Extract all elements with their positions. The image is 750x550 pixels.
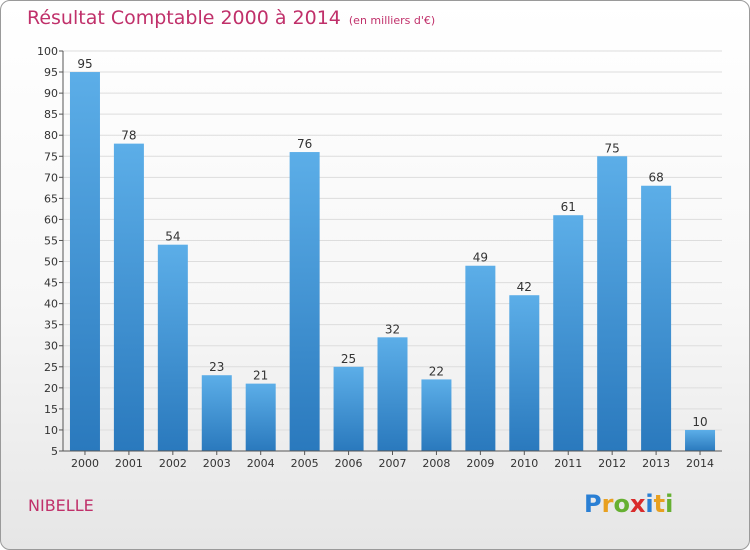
y-tick-label: 50 <box>44 256 58 269</box>
x-axis: 2000 2001 2002 2003 2004 2005 2006 2007 2008 2009… <box>63 450 722 470</box>
y-tick-label: 25 <box>44 361 58 374</box>
data-label-2003: 23 <box>209 360 224 374</box>
logo-letter: t <box>653 490 666 518</box>
x-tick-label: 2010 <box>510 457 538 470</box>
y-tick-label: 20 <box>44 382 58 395</box>
x-tick-label: 2011 <box>554 457 582 470</box>
data-label-2011: 61 <box>561 200 576 214</box>
x-tick-label: 2004 <box>247 457 275 470</box>
y-tick-label: 75 <box>44 150 58 163</box>
x-tick-label: 2002 <box>159 457 187 470</box>
bar-2006 <box>333 366 364 451</box>
y-tick-label: 15 <box>44 403 58 416</box>
bar-2004 <box>245 383 276 451</box>
x-tick-label: 2007 <box>379 457 407 470</box>
logo-letter: o <box>613 490 630 518</box>
data-label-2005: 76 <box>297 137 312 151</box>
title-unit: (en milliers d'€) <box>348 14 436 27</box>
x-tick-label: 2003 <box>203 457 231 470</box>
x-tick-label: 2006 <box>335 457 363 470</box>
logo-letter: i <box>645 490 654 518</box>
y-tick-label: 80 <box>44 129 58 142</box>
chart-title: Résultat Comptable 2000 à 2014 (en millie… <box>27 7 435 29</box>
x-tick-label: 2001 <box>115 457 143 470</box>
x-tick-label: 2008 <box>422 457 450 470</box>
data-label-2008: 22 <box>429 364 444 378</box>
logo-letter: i <box>665 490 674 518</box>
bar-2003 <box>201 375 232 451</box>
y-tick-label: 100 <box>37 45 58 58</box>
bar-2010 <box>509 295 540 451</box>
data-label-2012: 75 <box>605 141 620 155</box>
bar-2014 <box>685 429 716 451</box>
y-tick-label: 60 <box>44 213 58 226</box>
bar-2011 <box>553 215 584 451</box>
x-tick-label: 2009 <box>466 457 494 470</box>
y-tick-label: 95 <box>44 66 58 79</box>
data-label-2001: 78 <box>121 129 136 143</box>
bar-2002 <box>157 244 188 451</box>
bar-2005 <box>289 152 320 452</box>
bar-2008 <box>421 379 452 451</box>
data-label-2013: 68 <box>648 171 663 185</box>
data-label-2002: 54 <box>165 230 180 244</box>
bars: 95 78 54 23 21 76 25 32 22 49 42 61 75 68 10 <box>69 57 716 452</box>
logo-letter: r <box>601 490 614 518</box>
y-tick-label: 70 <box>44 171 58 184</box>
y-tick-label: 65 <box>44 192 58 205</box>
proxiti-logo: Proxiti <box>584 490 673 518</box>
x-tick-label: 2005 <box>291 457 319 470</box>
logo-letter: x <box>629 490 646 518</box>
x-tick-label: 2014 <box>686 457 714 470</box>
commune-name: NIBELLE <box>28 496 94 515</box>
data-label-2014: 10 <box>692 415 707 429</box>
bar-2009 <box>465 265 496 451</box>
y-tick-label: 45 <box>44 277 58 290</box>
y-tick-label: 55 <box>44 234 58 247</box>
y-axis: 5 10 15 20 25 30 35 40 45 50 55 60 65 70 75 80 85 90 95 100 <box>37 45 64 458</box>
y-tick-label: 85 <box>44 108 58 121</box>
title-text: Résultat Comptable 2000 à 2014 <box>27 7 341 29</box>
data-label-2006: 25 <box>341 352 356 366</box>
y-tick-label: 40 <box>44 298 58 311</box>
y-tick-label: 10 <box>44 424 58 437</box>
bar-2013 <box>641 185 672 451</box>
x-tick-label: 2013 <box>642 457 670 470</box>
data-label-2010: 42 <box>517 280 532 294</box>
x-tick-label: 2000 <box>71 457 99 470</box>
y-tick-label: 90 <box>44 87 58 100</box>
data-label-2000: 95 <box>77 57 92 71</box>
data-label-2009: 49 <box>473 251 488 265</box>
logo-letter: P <box>584 490 602 518</box>
data-label-2004: 21 <box>253 369 268 383</box>
y-tick-label: 30 <box>44 340 58 353</box>
y-tick-label: 35 <box>44 319 58 332</box>
bar-2012 <box>597 156 628 451</box>
bar-2007 <box>377 337 408 451</box>
x-tick-label: 2012 <box>598 457 626 470</box>
y-tick-label: 5 <box>51 445 58 458</box>
bar-2001 <box>113 143 144 451</box>
data-label-2007: 32 <box>385 322 400 336</box>
bar-2000 <box>69 72 100 451</box>
